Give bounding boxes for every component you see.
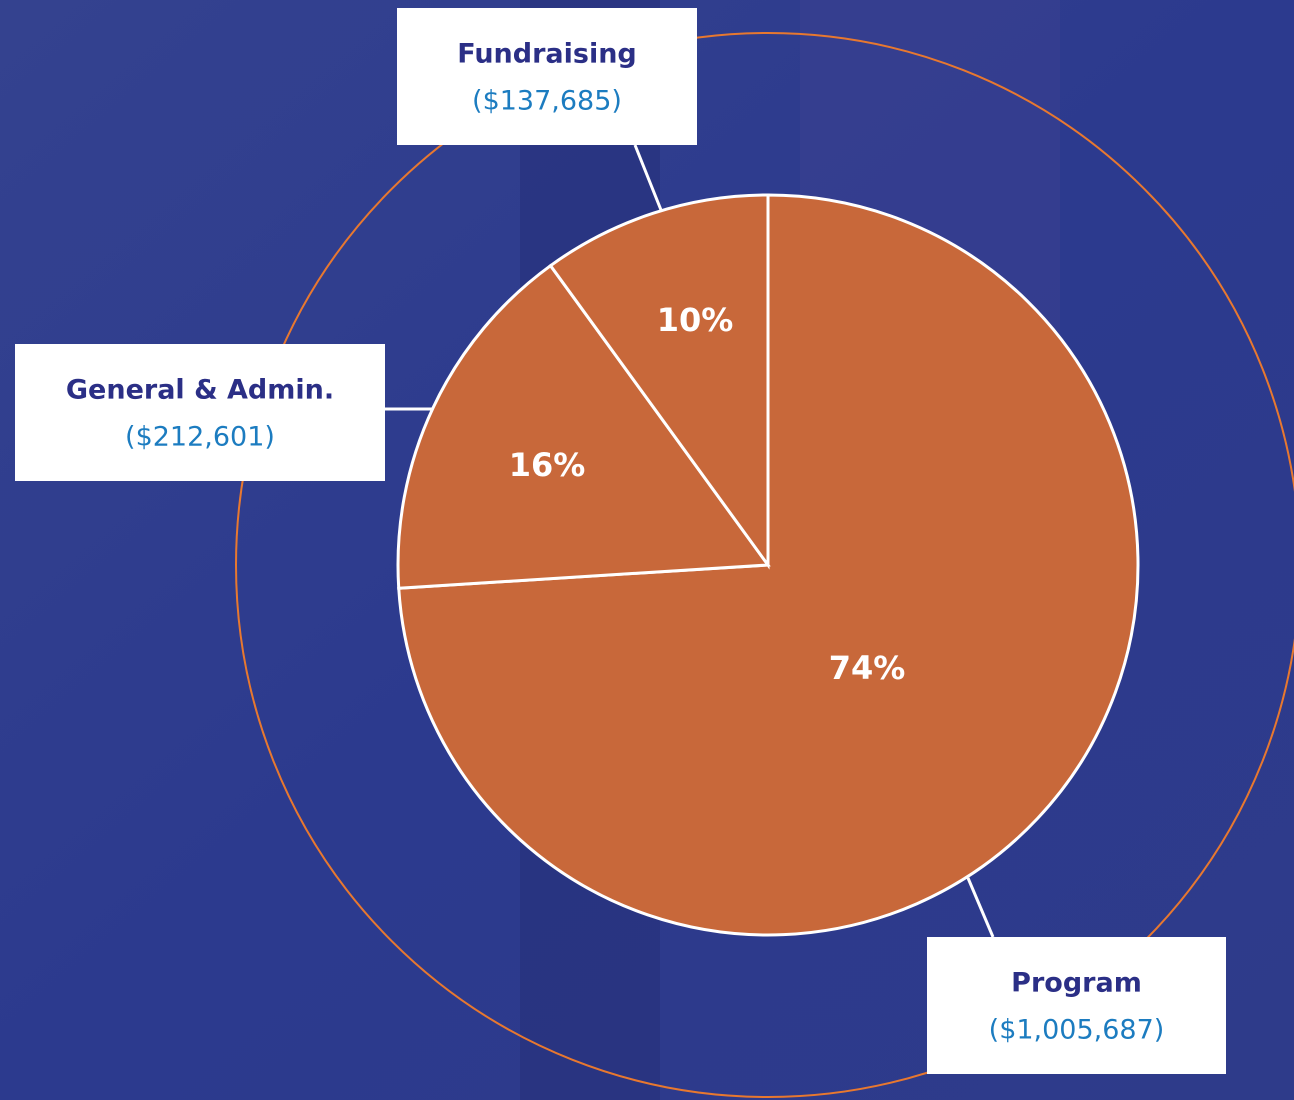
connector <box>633 144 663 211</box>
category-label: General & Admin. <box>66 375 334 406</box>
amount-label: ($137,685) <box>472 86 622 117</box>
connectors <box>385 144 995 938</box>
category-label: Fundraising <box>457 39 637 70</box>
value-label: 10% <box>657 301 734 339</box>
labels: 74% Program ($1,005,687) 16% General & Admin… <box>15 8 1226 1074</box>
label-box <box>927 937 1226 1074</box>
label-box <box>397 8 697 145</box>
pie <box>396 193 1140 937</box>
amount-label: ($1,005,687) <box>989 1015 1165 1046</box>
value-label: 74% <box>829 649 906 687</box>
label-box <box>15 344 385 481</box>
slice <box>548 193 770 570</box>
category-label: Program <box>1011 968 1142 999</box>
connector <box>966 877 995 938</box>
outer-ring <box>235 32 1294 1098</box>
value-label: 16% <box>509 446 586 484</box>
amount-label: ($212,601) <box>125 422 275 453</box>
slice <box>396 263 771 590</box>
